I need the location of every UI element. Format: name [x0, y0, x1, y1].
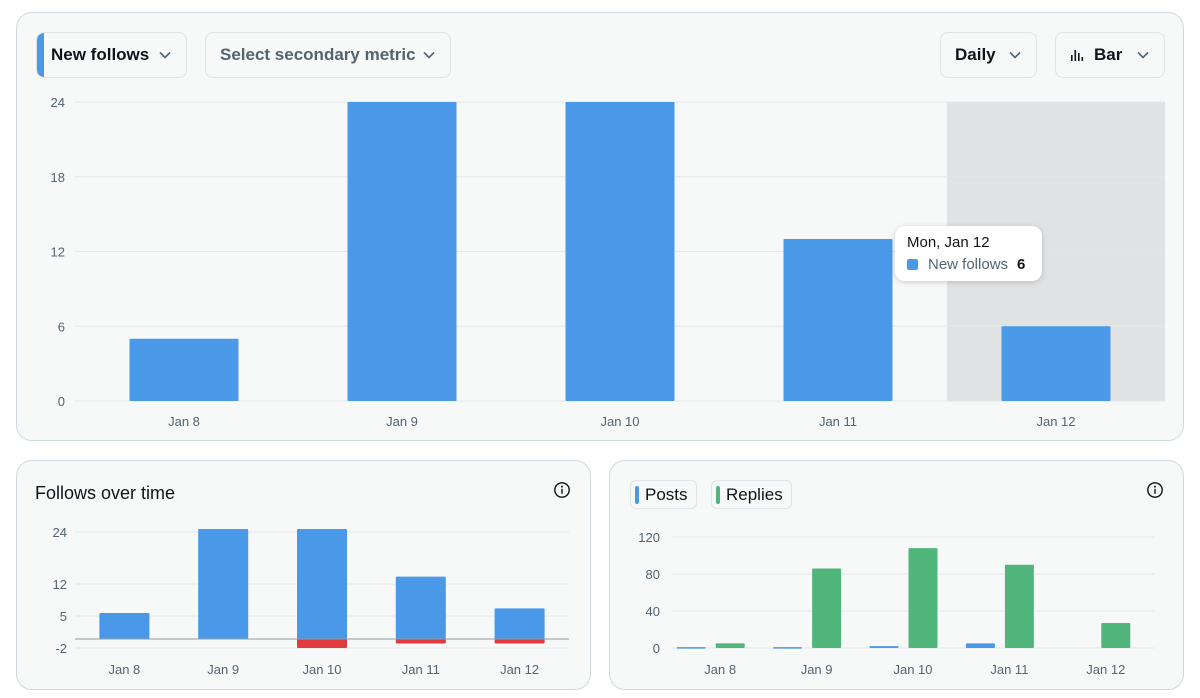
x-tick-label: Jan 11 [990, 662, 1028, 677]
replies-swatch [716, 485, 720, 504]
follows-over-time-chart[interactable]: -2 5 12 24 Jan 8 Jan 9 Jan 10 Jan 11 Jan 12 [17, 461, 592, 691]
tooltip-series-label: New follows [928, 256, 1009, 273]
y-tick-label: 24 [53, 525, 67, 540]
legend-label: Posts [645, 484, 688, 504]
x-tick-label: Jan 10 [302, 662, 341, 677]
bar-unfollows-jan-10 [297, 639, 347, 648]
bar-follows-jan-11 [395, 576, 446, 639]
x-tick-label: Jan 11 [819, 414, 857, 429]
card-title: Follows over time [35, 483, 176, 503]
chevron-down-icon [1136, 48, 1150, 62]
primary-metric-dropdown[interactable]: New follows [36, 32, 187, 78]
x-tick-label: Jan 9 [207, 662, 239, 677]
chevron-down-icon [422, 48, 436, 62]
bar-new-follows-jan-8 [129, 338, 239, 401]
x-tick-label: Jan 10 [893, 662, 932, 677]
bar-replies-jan-9 [812, 568, 842, 648]
tooltip-series-swatch [907, 259, 918, 270]
bar-new-follows-jan-12 [1001, 326, 1111, 401]
follows-over-time-card: Follows over time -2 5 12 24 Jan 8 Jan 9 Jan 1… [16, 460, 591, 690]
interval-label: Daily [955, 45, 996, 64]
info-icon[interactable] [553, 481, 571, 499]
bar-new-follows-jan-10 [565, 102, 675, 401]
x-tick-label: Jan 12 [1036, 414, 1075, 429]
x-tick-label: Jan 8 [168, 414, 200, 429]
primary-metric-label: New follows [51, 45, 150, 64]
legend-posts-toggle[interactable]: Posts [630, 480, 697, 509]
y-tick-label: 40 [646, 604, 660, 619]
x-tick-label: Jan 9 [801, 662, 833, 677]
x-tick-label: Jan 12 [1086, 662, 1125, 677]
secondary-metric-dropdown[interactable]: Select secondary metric [205, 32, 451, 78]
bar-new-follows-jan-9 [347, 102, 457, 401]
y-tick-label: 80 [646, 567, 660, 582]
main-chart-card: New follows Select secondary metric Dail… [16, 12, 1184, 441]
chevron-down-icon [1008, 48, 1022, 62]
bar-posts-jan-10 [869, 646, 899, 648]
tooltip-date: Mon, Jan 12 [907, 234, 990, 251]
x-tick-label: Jan 8 [704, 662, 736, 677]
x-tick-label: Jan 10 [600, 414, 639, 429]
interval-dropdown[interactable]: Daily [940, 32, 1037, 78]
y-tick-label: 0 [58, 394, 65, 409]
x-tick-label: Jan 9 [386, 414, 418, 429]
bar-posts-jan-9 [773, 647, 803, 649]
x-tick-label: Jan 8 [108, 662, 140, 677]
posts-replies-card: Posts Replies 0 40 80 120 Jan 8 Jan 9 Jan 10 Ja… [609, 460, 1184, 690]
legend-replies-toggle[interactable]: Replies [711, 480, 792, 509]
bar-replies-jan-11 [1004, 564, 1034, 648]
info-icon[interactable] [1146, 481, 1164, 499]
y-tick-label: 120 [638, 530, 660, 545]
tooltip-value: 6 [1017, 256, 1026, 273]
y-tick-label: 12 [53, 577, 67, 592]
bar-chart-icon [1070, 48, 1084, 62]
posts-swatch [635, 485, 639, 504]
bar-follows-jan-8 [99, 613, 150, 639]
bar-follows-jan-12 [494, 608, 545, 639]
y-tick-label: 18 [51, 170, 65, 185]
bar-replies-jan-12 [1101, 623, 1131, 648]
y-tick-label: 0 [653, 641, 660, 656]
y-tick-label: 5 [60, 609, 67, 624]
bar-follows-jan-9 [198, 529, 249, 639]
x-tick-label: Jan 11 [402, 662, 440, 677]
y-tick-label: -2 [55, 641, 67, 656]
bar-posts-jan-8 [676, 647, 706, 649]
secondary-metric-label: Select secondary metric [220, 45, 416, 64]
x-tick-label: Jan 12 [500, 662, 539, 677]
bar-unfollows-jan-12 [494, 639, 545, 644]
chart-type-dropdown[interactable]: Bar [1055, 32, 1165, 78]
y-tick-label: 24 [51, 95, 65, 110]
y-tick-label: 12 [51, 245, 65, 260]
metric-color-indicator [37, 33, 44, 77]
bar-posts-jan-11 [965, 643, 995, 648]
posts-replies-chart[interactable]: 0 40 80 120 Jan 8 Jan 9 Jan 10 Jan 11 Jan 12 [610, 461, 1185, 691]
legend-label: Replies [726, 484, 783, 504]
bar-follows-jan-10 [297, 529, 347, 639]
y-tick-label: 6 [58, 319, 65, 334]
bar-new-follows-jan-11 [783, 239, 893, 401]
bar-unfollows-jan-11 [395, 639, 446, 644]
bar-replies-jan-8 [715, 643, 745, 648]
chart-type-label: Bar [1094, 45, 1123, 64]
bar-replies-jan-10 [908, 548, 938, 648]
chart-tooltip: Mon, Jan 12 New follows 6 [895, 226, 1042, 281]
chevron-down-icon [158, 48, 172, 62]
